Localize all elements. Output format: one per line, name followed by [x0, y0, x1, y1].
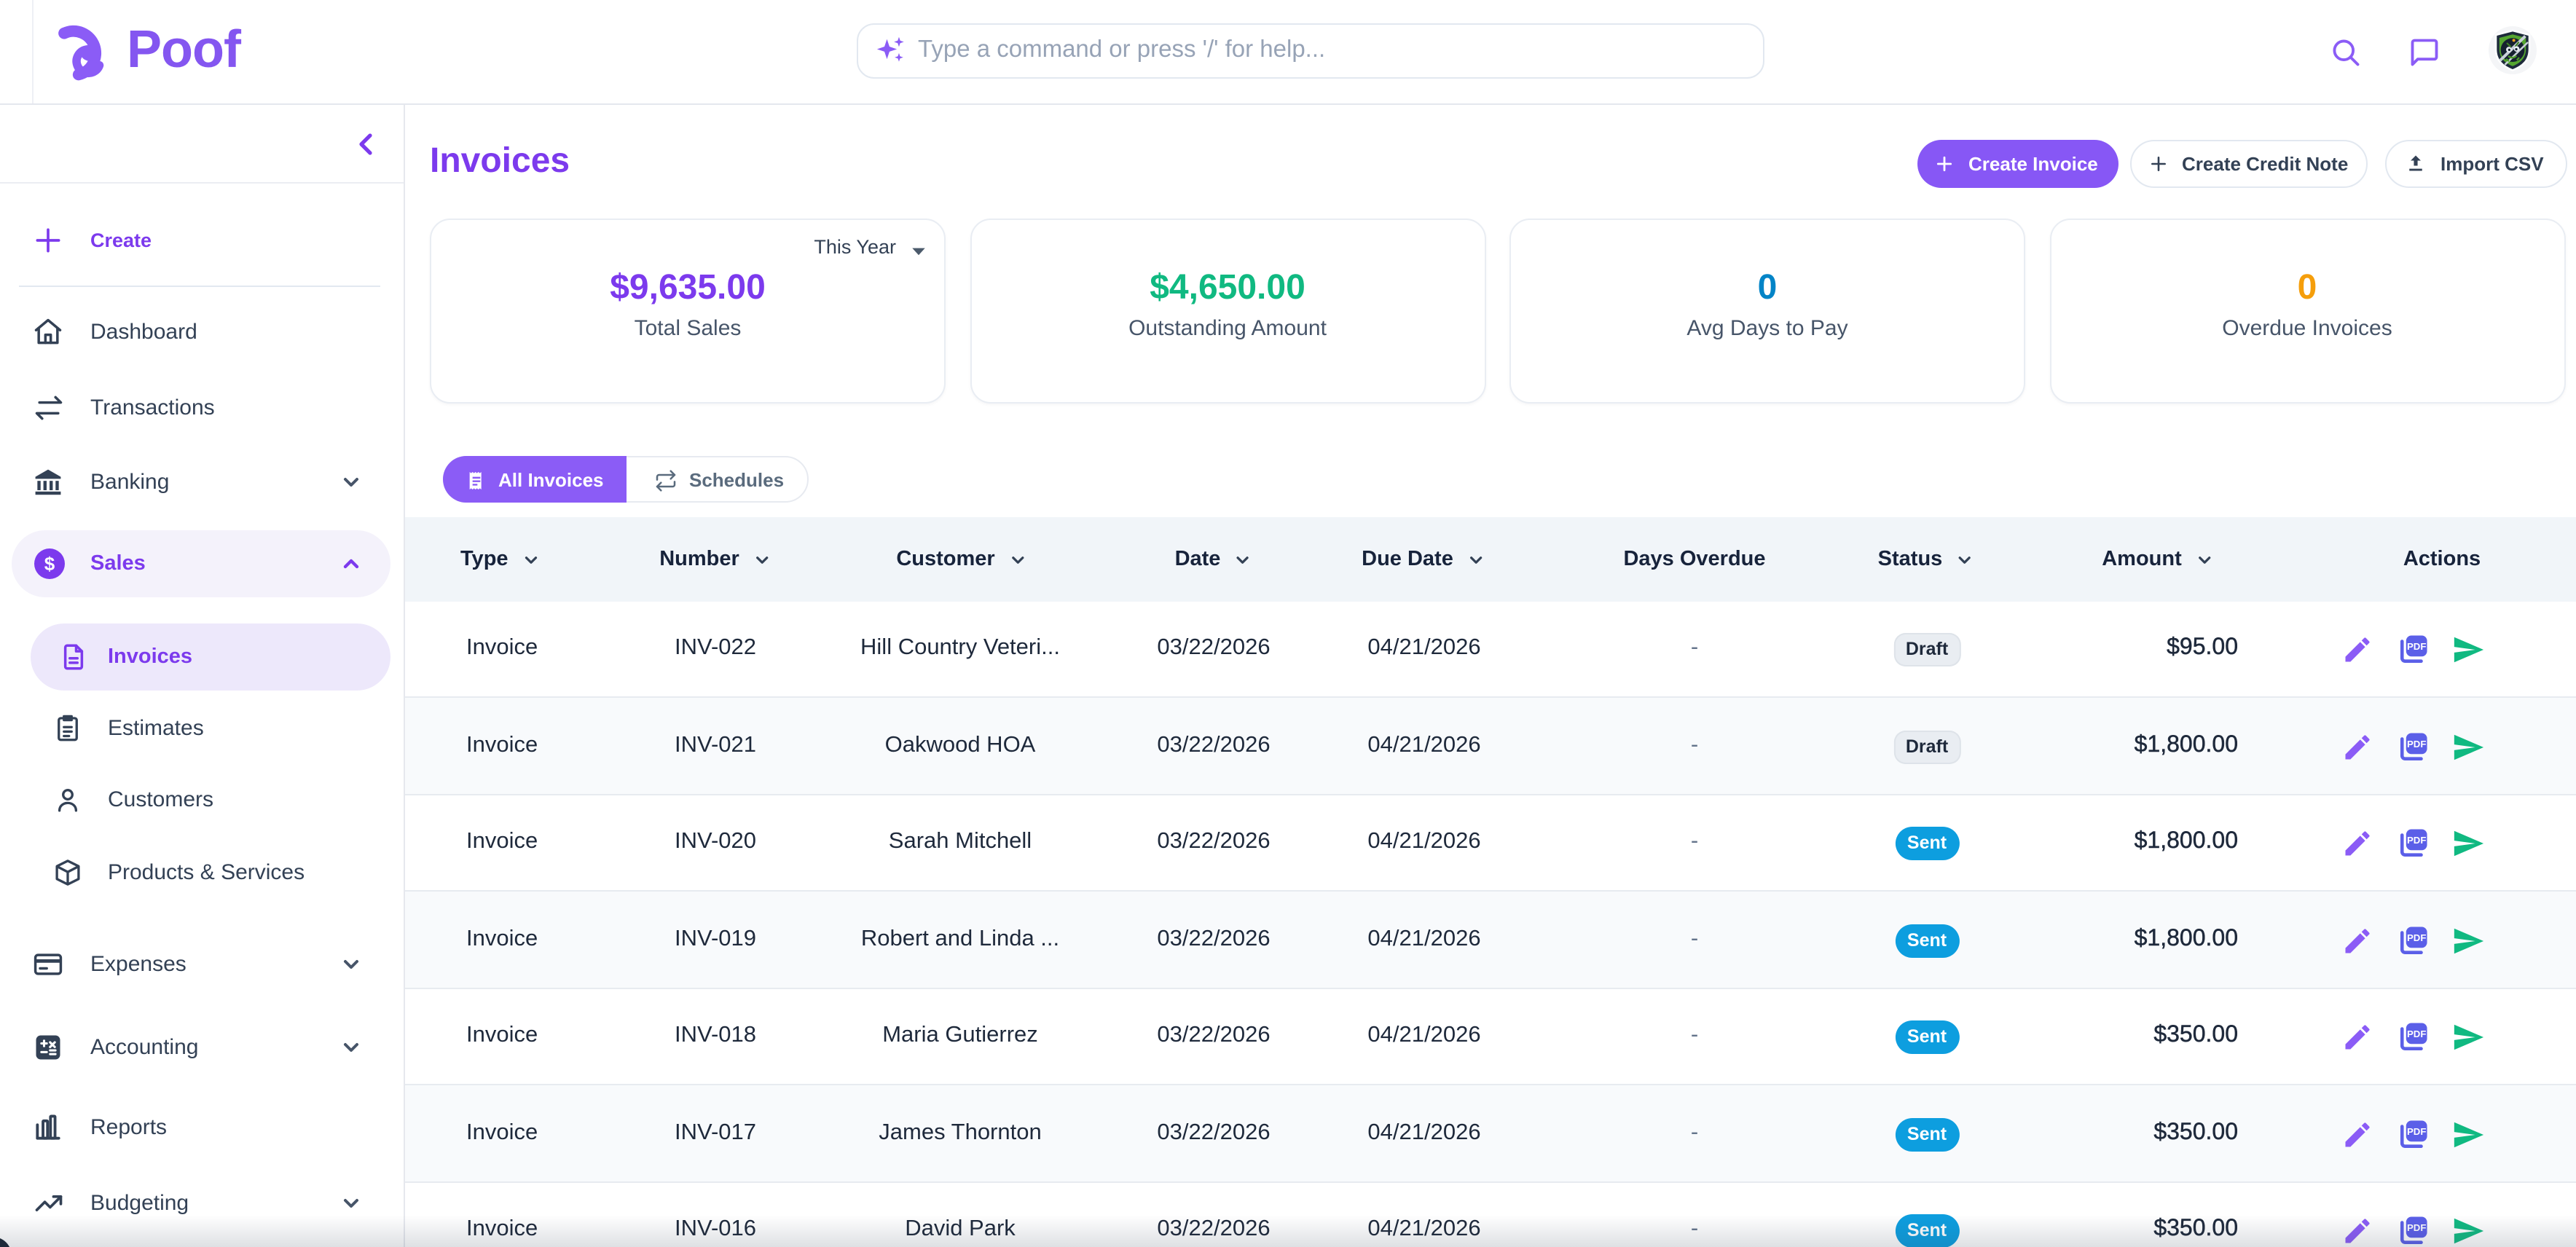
svg-text:$: $ — [44, 552, 55, 574]
svg-text:PDF: PDF — [2407, 1028, 2426, 1039]
svg-text:PDF: PDF — [2407, 932, 2426, 943]
svg-text:PDF: PDF — [2407, 1125, 2426, 1136]
svg-text:PDF: PDF — [2407, 641, 2426, 652]
svg-text:PDF: PDF — [2407, 1222, 2426, 1233]
svg-text:PDF: PDF — [2407, 835, 2426, 846]
svg-text:PDF: PDF — [2407, 738, 2426, 749]
